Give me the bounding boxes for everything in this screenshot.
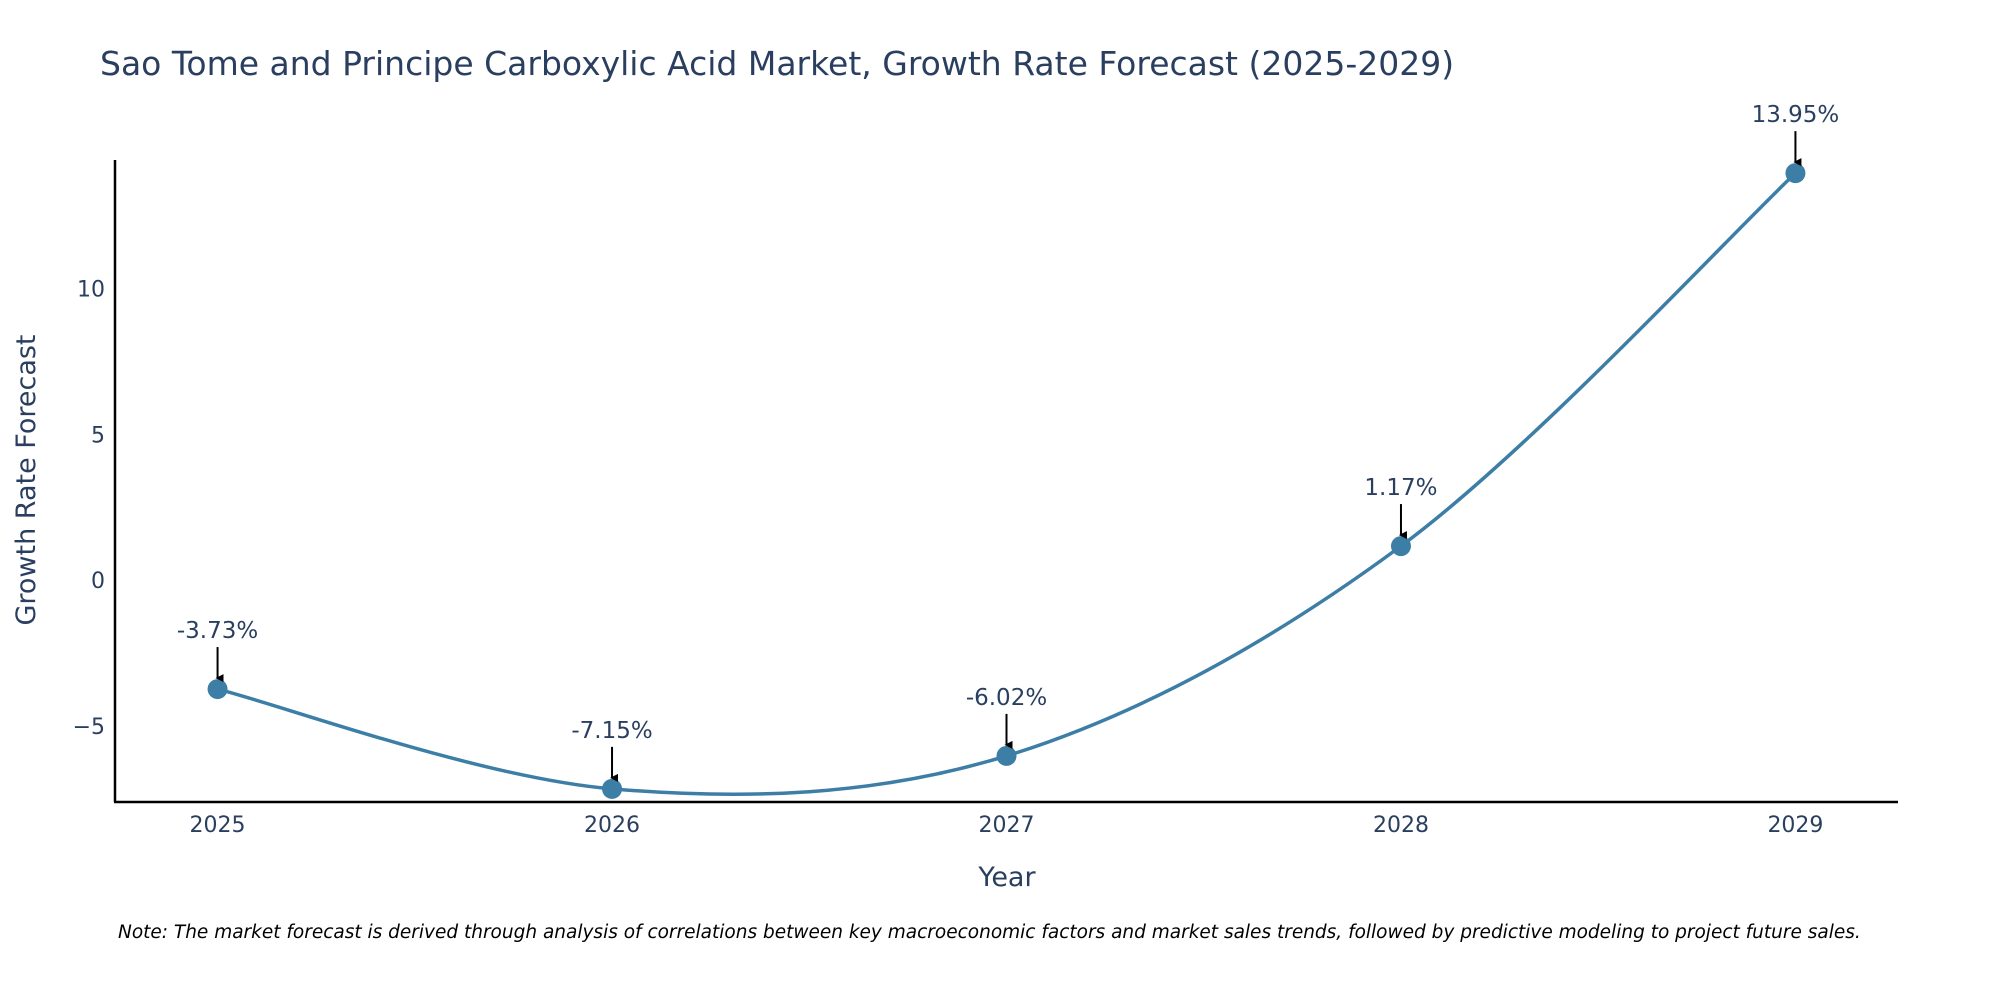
data-label: -6.02%: [966, 685, 1047, 711]
y-axis-title: Growth Rate Forecast: [11, 334, 42, 625]
x-tick-label: 2025: [190, 813, 246, 838]
x-tick-label: 2027: [979, 813, 1035, 838]
data-points: [207, 163, 1806, 799]
x-axis-title: Year: [977, 862, 1036, 893]
data-label: -7.15%: [571, 718, 652, 744]
y-tick-label: 0: [91, 569, 105, 594]
data-label: 1.17%: [1364, 475, 1437, 501]
chart-title: Sao Tome and Principe Carboxylic Acid Ma…: [100, 44, 1455, 83]
data-point-marker: [602, 778, 623, 799]
footnote: Note: The market forecast is derived thr…: [118, 922, 1861, 943]
x-tick-label: 2026: [584, 813, 640, 838]
x-axis-ticks: 2025 2026 2027 2028 2029: [190, 813, 1824, 838]
x-tick-label: 2028: [1373, 813, 1429, 838]
y-axis-ticks: −5 0 5 10: [73, 277, 105, 740]
y-tick-label: 5: [91, 423, 105, 448]
x-tick-label: 2029: [1767, 813, 1823, 838]
data-point-marker: [207, 679, 228, 700]
data-label: 13.95%: [1752, 102, 1840, 128]
data-annotations: -3.73% -7.15% -6.02% 1.17% 13.95%: [177, 102, 1840, 782]
data-label: -3.73%: [177, 618, 258, 644]
growth-rate-line: [217, 171, 1797, 797]
data-point-marker: [1785, 163, 1806, 184]
y-tick-label: 10: [77, 277, 105, 302]
data-point-marker: [996, 745, 1017, 766]
data-point-marker: [1390, 536, 1411, 557]
y-tick-label: −5: [73, 715, 105, 740]
